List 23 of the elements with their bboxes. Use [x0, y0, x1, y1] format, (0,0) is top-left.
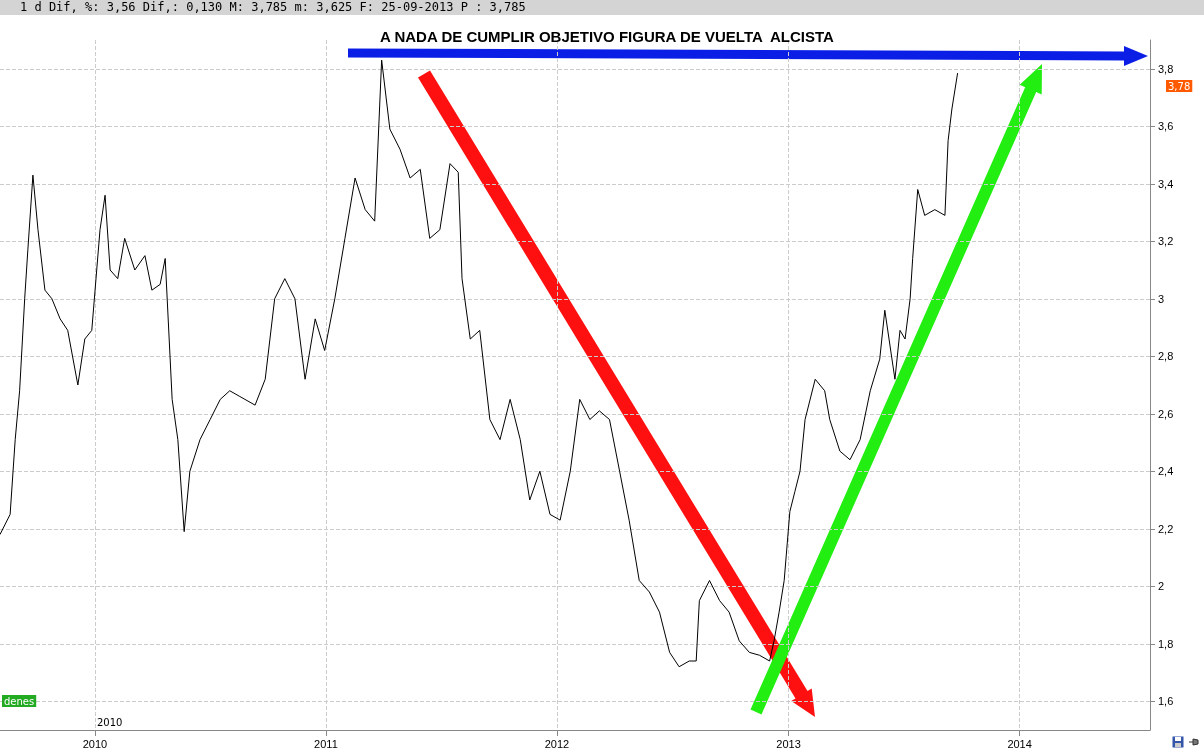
x-tick-label: 2010	[82, 737, 108, 750]
y-tick-label: 2,4	[1158, 465, 1174, 478]
y-tick-label: 1,8	[1158, 637, 1174, 650]
chart-subtitle: 1 d Dif, %: 3,56 Dif,: 0,130 M: 3,785 m: 3,625 F: 25-09-2013 P : 3,785	[0, 0, 1204, 15]
annotation: denes	[4, 695, 35, 707]
y-tick-label: 3	[1158, 292, 1165, 305]
y-tick-label: 1,6	[1158, 695, 1174, 708]
line-series	[0, 59, 959, 668]
y-tick-label: 2,2	[1158, 522, 1174, 535]
x-tick-label: 2011	[314, 737, 338, 750]
y-tick-label: 3,6	[1158, 120, 1174, 133]
y-tick-label: 3,4	[1158, 177, 1174, 190]
x-tick-label: 2012	[544, 737, 570, 750]
chart-title: A NADA DE CUMPLIR OBJETIVO FIGURA DE VUELTA ALCISTA	[380, 28, 835, 45]
x-tick-label: 2013	[776, 737, 801, 750]
y-tick-label: 3,8	[1158, 62, 1174, 75]
y-tick-label: 3,2	[1158, 235, 1174, 248]
text: 3,78	[1168, 80, 1191, 92]
x-tick-label: 2014	[1007, 737, 1032, 750]
y-tick-label: 2	[1158, 580, 1165, 593]
y-tick-label: 2,6	[1158, 407, 1174, 420]
y-tick-label: 2,8	[1158, 350, 1174, 363]
annotation: 2010	[97, 716, 123, 728]
